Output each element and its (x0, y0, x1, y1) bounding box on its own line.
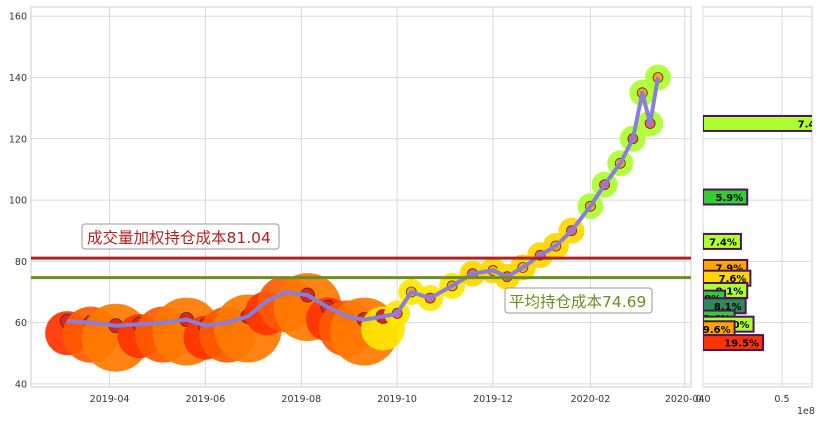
volume-bar-label: 8.1% (714, 302, 742, 313)
x-axis-ticks: 2019-04 2019-06 2019-08 2019-10 2019-12 2020-… (90, 394, 705, 405)
side-x-tick-label: 0.0 (695, 394, 710, 405)
y-tick-label: 40 (15, 379, 27, 390)
y-tick-label: 80 (15, 257, 27, 268)
avg-cost-annotation: 平均持仓成本74.69 (504, 287, 653, 314)
x-tick-label: 2019-12 (473, 394, 513, 405)
volume-bar (703, 114, 812, 132)
side-x-axis-ticks: 0.0 0.5 (695, 394, 789, 405)
volume-bar-label: 7.9% (715, 263, 743, 274)
side-x-tick-label: 0.5 (774, 394, 789, 405)
vwap-cost-annotation: 成交量加权持仓成本81.04 (81, 223, 280, 250)
x-tick-label: 2019-10 (377, 394, 417, 405)
y-tick-label: 160 (9, 12, 27, 23)
x-tick-label: 2019-06 (186, 394, 226, 405)
volume-bar-label: 9.6% (703, 325, 731, 336)
x-tick-label: 2019-08 (281, 394, 321, 405)
side-scale-note: 1e8 (797, 406, 815, 417)
vwap-cost-box (81, 223, 280, 250)
volume-bar-label: 19.5% (724, 339, 759, 350)
avg-cost-box (504, 287, 653, 314)
cost-lines (31, 256, 691, 280)
volume-bar-label: 8.1% (715, 286, 743, 297)
volume-bar-label: 7.4% (709, 237, 737, 248)
y-tick-label: 120 (9, 134, 27, 145)
x-tick-label: 2019-04 (90, 394, 130, 405)
volume-bar (703, 232, 742, 250)
y-tick-label: 100 (9, 196, 27, 207)
price-line (66, 77, 660, 328)
volume-bar-label: 7.4% (798, 119, 819, 130)
x-tick-label: 2020-02 (571, 394, 611, 405)
volume-bar-label: 7.6% (719, 274, 747, 285)
avg-cost-label: 平均持仓成本74.69 (509, 293, 646, 311)
volume-bar-label: 5.9% (715, 193, 743, 204)
x-tick-label: 2020-04 (665, 394, 705, 405)
volume-profile-bars: 7.4%5.9%7.4%7.9%7.6%8.1%8%8.1%8.6%7.0%9.… (703, 114, 819, 352)
y-tick-label: 140 (9, 73, 27, 84)
y-tick-label: 60 (15, 318, 27, 329)
volume-bar-label: 7.0% (722, 320, 750, 331)
volume-bar (703, 334, 765, 352)
price-line-layer (66, 77, 660, 328)
y-axis-ticks: 40 60 80 100 120 140 160 (9, 12, 27, 391)
volume-bar (703, 188, 749, 206)
vwap-cost-label: 成交量加权持仓成本81.04 (87, 229, 271, 247)
